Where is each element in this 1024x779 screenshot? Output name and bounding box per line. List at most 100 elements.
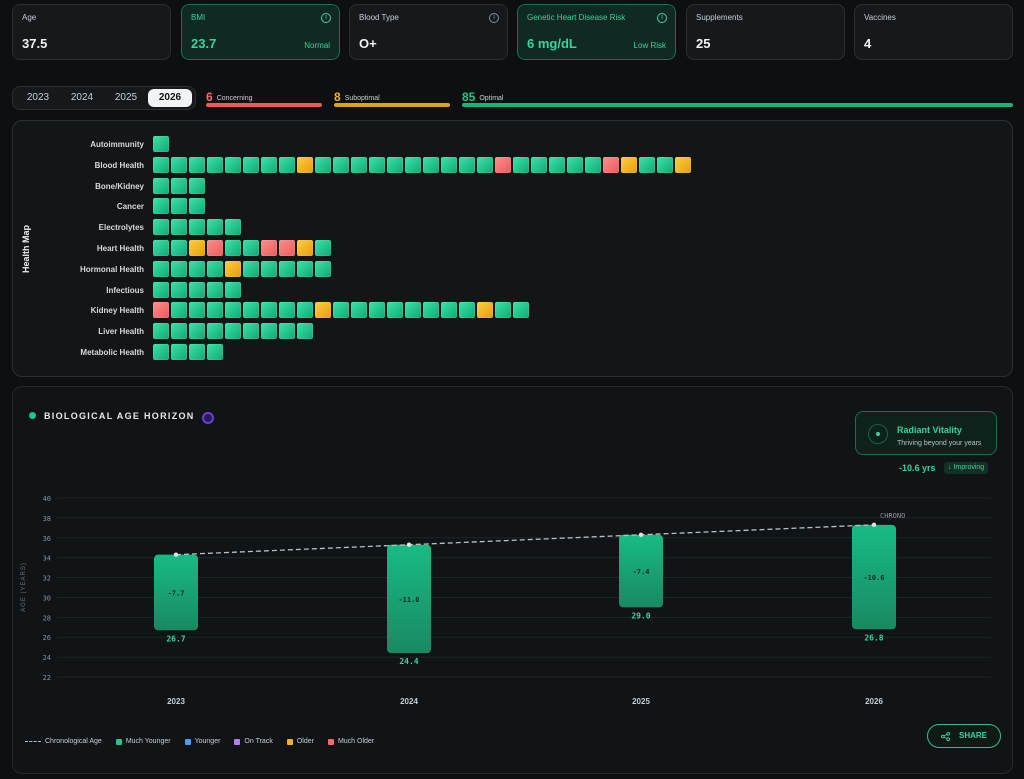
marker-cell-optimal[interactable]	[405, 156, 421, 173]
marker-cell-optimal[interactable]	[351, 302, 367, 319]
marker-cell-optimal[interactable]	[243, 240, 259, 256]
marker-cell-optimal[interactable]	[171, 219, 187, 236]
marker-cell-concerning[interactable]	[261, 240, 277, 256]
marker-cell-optimal[interactable]	[171, 281, 187, 298]
marker-cell-optimal[interactable]	[369, 156, 385, 173]
marker-cell-optimal[interactable]	[171, 240, 187, 256]
marker-cell-optimal[interactable]	[189, 219, 205, 236]
marker-cell-optimal[interactable]	[171, 302, 187, 319]
marker-cell-optimal[interactable]	[225, 156, 241, 173]
marker-cell-optimal[interactable]	[567, 156, 583, 173]
marker-cell-optimal[interactable]	[207, 302, 223, 319]
marker-cell-optimal[interactable]	[387, 156, 403, 173]
marker-cell-suboptimal[interactable]	[225, 260, 241, 277]
marker-cell-suboptimal[interactable]	[297, 240, 313, 256]
marker-cell-suboptimal[interactable]	[297, 156, 313, 173]
marker-cell-optimal[interactable]	[189, 281, 205, 298]
marker-cell-optimal[interactable]	[153, 240, 169, 256]
marker-cell-suboptimal[interactable]	[477, 302, 493, 319]
marker-cell-optimal[interactable]	[171, 177, 187, 194]
marker-cell-optimal[interactable]	[189, 344, 205, 360]
marker-cell-optimal[interactable]	[459, 302, 475, 319]
marker-cell-optimal[interactable]	[153, 260, 169, 277]
marker-cell-optimal[interactable]	[189, 302, 205, 319]
marker-cell-optimal[interactable]	[297, 260, 313, 277]
marker-cell-optimal[interactable]	[153, 323, 169, 340]
tab-year-2023[interactable]: 2023	[26, 92, 50, 103]
share-button[interactable]: SHARE	[927, 724, 1001, 748]
marker-cell-optimal[interactable]	[297, 302, 313, 319]
marker-cell-optimal[interactable]	[279, 302, 295, 319]
marker-cell-concerning[interactable]	[207, 240, 223, 256]
marker-cell-optimal[interactable]	[225, 302, 241, 319]
marker-cell-optimal[interactable]	[207, 281, 223, 298]
marker-cell-optimal[interactable]	[153, 177, 169, 194]
marker-cell-suboptimal[interactable]	[189, 240, 205, 256]
info-icon[interactable]: i	[489, 13, 499, 23]
marker-cell-optimal[interactable]	[153, 156, 169, 173]
marker-cell-optimal[interactable]	[333, 302, 349, 319]
marker-cell-optimal[interactable]	[207, 344, 223, 360]
marker-cell-suboptimal[interactable]	[621, 156, 637, 173]
marker-cell-optimal[interactable]	[261, 156, 277, 173]
marker-cell-optimal[interactable]	[297, 323, 313, 340]
marker-cell-optimal[interactable]	[315, 260, 331, 277]
marker-cell-optimal[interactable]	[351, 156, 367, 173]
marker-cell-optimal[interactable]	[279, 260, 295, 277]
marker-cell-optimal[interactable]	[171, 260, 187, 277]
marker-cell-optimal[interactable]	[513, 156, 529, 173]
marker-cell-optimal[interactable]	[153, 198, 169, 215]
marker-cell-optimal[interactable]	[207, 323, 223, 340]
marker-cell-optimal[interactable]	[315, 156, 331, 173]
marker-cell-optimal[interactable]	[387, 302, 403, 319]
marker-cell-optimal[interactable]	[459, 156, 475, 173]
marker-cell-optimal[interactable]	[315, 240, 331, 256]
marker-cell-optimal[interactable]	[369, 302, 385, 319]
marker-cell-optimal[interactable]	[243, 302, 259, 319]
marker-cell-suboptimal[interactable]	[675, 156, 691, 173]
marker-cell-concerning[interactable]	[603, 156, 619, 173]
marker-cell-optimal[interactable]	[531, 156, 547, 173]
marker-cell-optimal[interactable]	[189, 323, 205, 340]
marker-cell-optimal[interactable]	[639, 156, 655, 173]
marker-cell-optimal[interactable]	[243, 260, 259, 277]
marker-cell-optimal[interactable]	[243, 156, 259, 173]
marker-cell-optimal[interactable]	[423, 302, 439, 319]
marker-cell-optimal[interactable]	[225, 240, 241, 256]
marker-cell-optimal[interactable]	[261, 302, 277, 319]
marker-cell-optimal[interactable]	[153, 219, 169, 236]
ai-orb-icon[interactable]	[202, 412, 214, 424]
marker-cell-optimal[interactable]	[423, 156, 439, 173]
marker-cell-optimal[interactable]	[207, 156, 223, 173]
tab-year-2025[interactable]: 2025	[114, 92, 138, 103]
marker-cell-optimal[interactable]	[495, 302, 511, 319]
marker-cell-optimal[interactable]	[279, 323, 295, 340]
marker-cell-optimal[interactable]	[207, 219, 223, 236]
marker-cell-optimal[interactable]	[171, 344, 187, 360]
marker-cell-optimal[interactable]	[171, 156, 187, 173]
marker-cell-optimal[interactable]	[189, 156, 205, 173]
info-icon[interactable]: i	[321, 13, 331, 23]
marker-cell-optimal[interactable]	[207, 260, 223, 277]
marker-cell-optimal[interactable]	[513, 302, 529, 319]
marker-cell-concerning[interactable]	[279, 240, 295, 256]
marker-cell-optimal[interactable]	[171, 198, 187, 215]
marker-cell-optimal[interactable]	[261, 260, 277, 277]
marker-cell-optimal[interactable]	[189, 198, 205, 215]
marker-cell-optimal[interactable]	[441, 302, 457, 319]
marker-cell-optimal[interactable]	[549, 156, 565, 173]
marker-cell-optimal[interactable]	[153, 344, 169, 360]
marker-cell-optimal[interactable]	[153, 281, 169, 298]
marker-cell-optimal[interactable]	[225, 323, 241, 340]
marker-cell-concerning[interactable]	[495, 156, 511, 173]
marker-cell-optimal[interactable]	[585, 156, 601, 173]
marker-cell-optimal[interactable]	[405, 302, 421, 319]
marker-cell-optimal[interactable]	[333, 156, 349, 173]
marker-cell-concerning[interactable]	[153, 302, 169, 319]
marker-cell-suboptimal[interactable]	[315, 302, 331, 319]
marker-cell-optimal[interactable]	[261, 323, 277, 340]
marker-cell-optimal[interactable]	[279, 156, 295, 173]
info-icon[interactable]: i	[657, 13, 667, 23]
marker-cell-optimal[interactable]	[657, 156, 673, 173]
marker-cell-optimal[interactable]	[171, 323, 187, 340]
